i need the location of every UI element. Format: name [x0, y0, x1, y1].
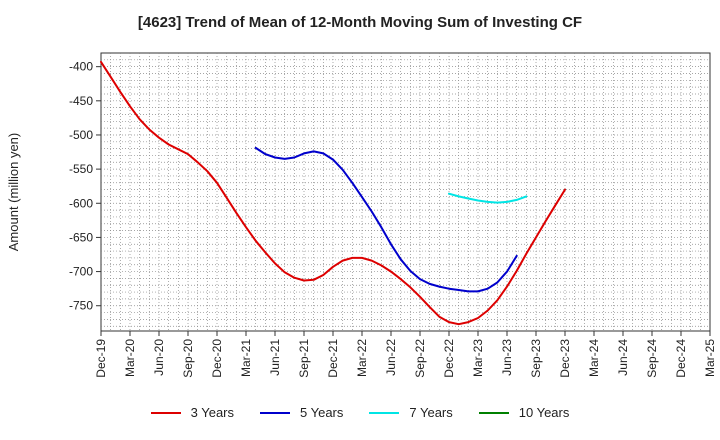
legend-swatch [478, 411, 509, 414]
y-tick-label: -550 [69, 162, 93, 176]
plot-frame [100, 52, 711, 332]
legend-label: 5 Years [300, 405, 344, 420]
y-axis-label: Amount (million yen) [6, 133, 21, 252]
x-tick-label: Mar-25 [703, 339, 717, 377]
x-tick-label: Mar-20 [123, 339, 137, 377]
y-tick-label: -450 [69, 94, 93, 108]
y-tick-label: -500 [69, 128, 93, 142]
legend-swatch [260, 411, 290, 414]
x-tick-label: Mar-24 [587, 339, 601, 377]
legend-item: 7 Years [369, 405, 453, 420]
x-tick-label: Sep-23 [529, 339, 543, 378]
y-tick-label: -700 [69, 265, 93, 279]
y-axis-ticks: -400 -450 -500 -550 -600 -650 -700 -750 [69, 60, 101, 313]
legend-item: 10 Years [478, 405, 570, 420]
x-axis-ticks: Dec-19 Mar-20 Jun-20 Sep-20 Dec-20 Mar-21 Jun-… [94, 331, 717, 378]
series-line-5-years [254, 146, 518, 293]
x-tick-label: Dec-23 [558, 339, 572, 378]
legend-swatch [369, 411, 400, 414]
x-tick-label: Dec-19 [94, 339, 108, 378]
legend-label: 10 Years [518, 405, 570, 420]
x-tick-label: Jun-21 [268, 339, 282, 376]
legend: 3 Years 5 Years 7 Years 10 Years [0, 405, 720, 420]
legend-item: 5 Years [260, 405, 343, 420]
x-tick-label: Jun-20 [152, 339, 166, 376]
x-tick-label: Jun-22 [384, 339, 398, 376]
series-line-7-years [448, 192, 528, 204]
x-tick-label: Dec-22 [442, 339, 456, 378]
legend-swatch [150, 411, 181, 414]
x-tick-label: Sep-21 [297, 339, 311, 378]
x-tick-label: Sep-20 [181, 339, 195, 378]
x-tick-label: Sep-24 [645, 339, 659, 378]
x-tick-label: Mar-21 [239, 339, 253, 377]
legend-item: 3 Years [150, 405, 234, 420]
x-tick-label: Dec-20 [210, 339, 224, 378]
y-tick-label: -400 [69, 60, 93, 74]
y-tick-label: -650 [69, 230, 93, 244]
series-lines [100, 60, 566, 326]
y-tick-label: -750 [69, 299, 93, 313]
legend-label: 3 Years [190, 405, 234, 420]
x-tick-label: Mar-23 [471, 339, 485, 377]
x-tick-label: Jun-23 [500, 339, 514, 376]
x-tick-label: Sep-22 [413, 339, 427, 378]
x-tick-label: Jun-24 [616, 339, 630, 376]
series-line-3-years [100, 60, 566, 326]
legend-label: 7 Years [409, 405, 453, 420]
x-tick-label: Dec-24 [674, 339, 688, 378]
chart-title: [4623] Trend of Mean of 12-Month Moving … [137, 14, 583, 31]
grid-lines [101, 53, 710, 331]
x-tick-label: Mar-22 [355, 339, 369, 377]
x-tick-label: Dec-21 [326, 339, 340, 378]
y-tick-label: -600 [69, 196, 93, 210]
